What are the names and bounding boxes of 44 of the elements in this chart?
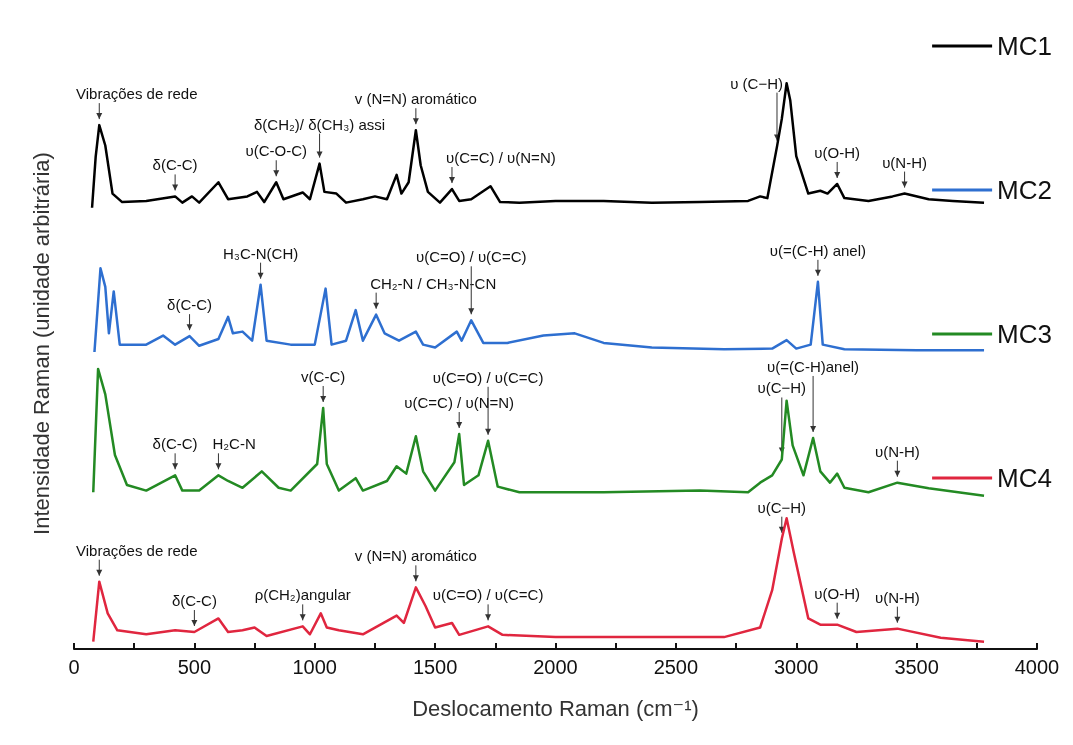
annotation: v (N=N) aromático bbox=[354, 90, 477, 108]
x-tick-label: 1500 bbox=[412, 656, 458, 678]
x-axis-title: Deslocamento Raman (cm⁻¹) bbox=[412, 695, 699, 721]
x-tick-label: 2500 bbox=[653, 656, 699, 678]
annotation: υ(N-H) bbox=[874, 588, 920, 606]
annotation: ρ(CH₂)angular bbox=[254, 586, 351, 604]
annotation: υ(C=C) / υ(N=N) bbox=[445, 149, 556, 167]
annotation: υ(C=O) / υ(C=C) bbox=[415, 248, 527, 266]
annotation: δ(C-C) bbox=[152, 156, 198, 174]
annotation: υ(C=O) / υ(C=C) bbox=[432, 368, 544, 386]
x-tick-label: 4000 bbox=[1014, 656, 1060, 678]
annotation: υ(O-H) bbox=[814, 584, 861, 602]
annotation: υ(C=C) / υ(N=N) bbox=[404, 394, 515, 412]
x-tick-label: 1000 bbox=[292, 656, 337, 678]
legend-label: MC4 bbox=[997, 463, 1053, 493]
annotation: Vibrações de rede bbox=[75, 541, 198, 559]
legend-label: MC3 bbox=[997, 319, 1053, 349]
annotation: υ(O-H) bbox=[814, 143, 861, 161]
annotation: v (N=N) aromático bbox=[354, 547, 477, 565]
annotation: υ(N-H) bbox=[874, 442, 920, 460]
annotation: υ(=(C-H)anel) bbox=[767, 357, 860, 375]
annotation: υ(=(C-H) anel) bbox=[769, 241, 866, 259]
annotation: υ (C−H) bbox=[730, 74, 783, 92]
x-tick-label: 3500 bbox=[894, 656, 939, 678]
y-axis-title: Intensidade Raman (unidade arbitrária) bbox=[28, 152, 54, 535]
x-tick-label: 3000 bbox=[774, 656, 819, 678]
legend-label: MC2 bbox=[997, 175, 1053, 205]
annotation: υ(C−H) bbox=[757, 498, 807, 516]
annotation: υ(C−H) bbox=[757, 379, 807, 397]
legend-label: MC1 bbox=[997, 31, 1053, 61]
annotation: δ(C-C) bbox=[167, 296, 213, 314]
annotation: υ(N-H) bbox=[882, 153, 928, 171]
annotation: υ(C-O-C) bbox=[245, 142, 307, 160]
x-tick-label: 2000 bbox=[533, 656, 578, 678]
x-tick-label: 500 bbox=[177, 656, 212, 678]
annotation: δ(C-C) bbox=[171, 592, 217, 610]
x-tick-label: 0 bbox=[68, 656, 80, 678]
annotation: δ(CH₂)/ δ(CH₃) assi bbox=[254, 115, 386, 133]
annotation: H₂C-N bbox=[212, 435, 256, 453]
annotation: H₃C-N(CH) bbox=[222, 244, 299, 262]
annotation: Vibrações de rede bbox=[75, 85, 198, 103]
annotation: δ(C-C) bbox=[152, 435, 198, 453]
annotation: υ(C=O) / υ(C=C) bbox=[432, 586, 544, 604]
annotation: v(C-C) bbox=[301, 367, 346, 385]
